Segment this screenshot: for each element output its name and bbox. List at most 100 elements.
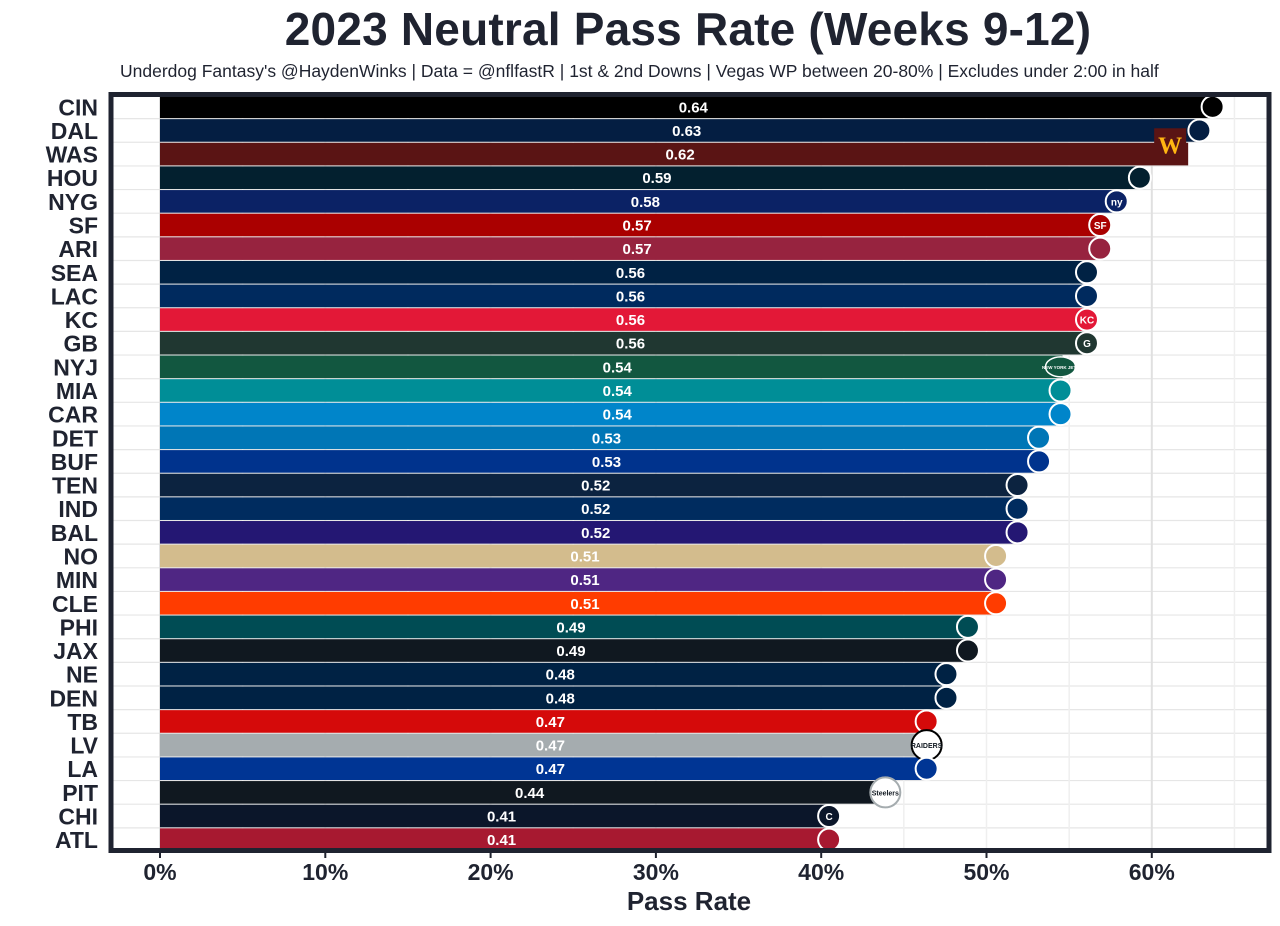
x-axis-title: Pass Rate bbox=[627, 886, 751, 916]
titans-logo bbox=[1005, 473, 1030, 498]
data-label-ind: 0.52 bbox=[581, 501, 610, 518]
bar-nyj bbox=[160, 355, 1063, 379]
data-label-min: 0.51 bbox=[570, 572, 599, 589]
rams-logo bbox=[914, 756, 939, 781]
bears-logo: C bbox=[817, 804, 842, 829]
category-label-sea: SEA bbox=[51, 260, 98, 286]
data-label-cin: 0.64 bbox=[679, 99, 709, 116]
bar-lac bbox=[160, 284, 1089, 308]
category-label-tb: TB bbox=[67, 709, 98, 735]
cowboys-logo bbox=[1187, 118, 1212, 143]
data-label-car: 0.54 bbox=[603, 407, 633, 424]
category-label-kc: KC bbox=[65, 307, 98, 333]
eagles-logo bbox=[955, 614, 980, 639]
steelers-logo: Steelers bbox=[869, 776, 902, 809]
packers-logo: G bbox=[1074, 331, 1099, 356]
chart-subtitle: Underdog Fantasy's @HaydenWinks | Data =… bbox=[120, 61, 1159, 81]
category-label-ind: IND bbox=[58, 496, 98, 522]
bar-hou bbox=[160, 166, 1142, 190]
saints-logo bbox=[984, 543, 1009, 568]
raiders-logo: RAIDERS bbox=[910, 729, 943, 762]
x-tick-label: 30% bbox=[633, 859, 679, 885]
data-label-det: 0.53 bbox=[592, 430, 621, 447]
data-label-gb: 0.56 bbox=[616, 336, 645, 353]
patriots-logo bbox=[934, 662, 959, 687]
bar-den bbox=[160, 686, 949, 710]
data-label-nyg: 0.58 bbox=[631, 194, 660, 211]
data-label-hou: 0.59 bbox=[642, 170, 671, 187]
category-label-det: DET bbox=[52, 425, 98, 451]
bars-layer: 0.64 0.63 0.62 0.59 0.58 0.57 0.57 0.56 0.56 0.56… bbox=[160, 95, 1215, 851]
bar-sf bbox=[160, 213, 1103, 237]
data-label-chi: 0.41 bbox=[487, 809, 516, 826]
bar-mia bbox=[160, 379, 1063, 402]
data-label-jax: 0.49 bbox=[556, 643, 585, 660]
svg-text:Steelers: Steelers bbox=[872, 790, 899, 797]
data-label-lac: 0.56 bbox=[616, 288, 645, 305]
bar-atl bbox=[160, 828, 832, 851]
category-label-cin: CIN bbox=[58, 94, 98, 120]
bar-phi bbox=[160, 615, 970, 639]
category-label-lac: LAC bbox=[51, 283, 98, 309]
category-label-sf: SF bbox=[69, 213, 98, 239]
broncos-logo bbox=[934, 685, 959, 710]
bar-sea bbox=[160, 260, 1089, 284]
bar-ind bbox=[160, 497, 1020, 520]
category-label-lv: LV bbox=[70, 733, 98, 759]
ravens-logo bbox=[1005, 520, 1030, 545]
category-label-bal: BAL bbox=[51, 520, 98, 546]
bar-det bbox=[160, 426, 1042, 450]
x-tick-label: 10% bbox=[302, 859, 348, 885]
bar-car bbox=[160, 402, 1063, 426]
data-label-sf: 0.57 bbox=[623, 218, 652, 235]
category-label-dal: DAL bbox=[51, 118, 98, 144]
data-label-la: 0.47 bbox=[536, 761, 565, 778]
jets-logo: NEW YORK JETS bbox=[1042, 356, 1079, 378]
bar-lv bbox=[160, 733, 929, 757]
bar-jax bbox=[160, 639, 970, 662]
category-label-gb: GB bbox=[64, 331, 99, 357]
svg-text:W: W bbox=[1158, 133, 1182, 159]
bar-tb bbox=[160, 710, 929, 733]
x-tick-label: 0% bbox=[143, 859, 176, 885]
category-label-min: MIN bbox=[56, 567, 98, 593]
bar-cle bbox=[160, 591, 999, 615]
category-label-pit: PIT bbox=[62, 780, 98, 806]
browns-logo bbox=[984, 591, 1009, 616]
bar-kc bbox=[160, 308, 1089, 331]
category-label-ne: NE bbox=[66, 662, 98, 688]
svg-text:ny: ny bbox=[1111, 197, 1123, 208]
colts-logo bbox=[1005, 496, 1030, 521]
data-label-cle: 0.51 bbox=[570, 596, 599, 613]
category-label-ari: ARI bbox=[58, 236, 98, 262]
category-label-chi: CHI bbox=[58, 804, 98, 830]
bills-logo bbox=[1027, 449, 1052, 474]
bar-buf bbox=[160, 450, 1042, 473]
bar-chi bbox=[160, 804, 832, 828]
jaguars-logo bbox=[955, 638, 980, 663]
data-label-pit: 0.44 bbox=[515, 785, 545, 802]
data-label-was: 0.62 bbox=[665, 147, 694, 164]
bar-no bbox=[160, 544, 999, 568]
panel-border bbox=[108, 92, 1272, 853]
x-axis: 0% 10% 20% 30% 40% 50% 60% bbox=[143, 851, 1175, 885]
bar-ari bbox=[160, 237, 1103, 260]
data-label-buf: 0.53 bbox=[592, 454, 621, 471]
logo-layer: Wny SF KC G NEW YORK JETS RAIDERS Steelers C bbox=[817, 94, 1225, 852]
category-label-no: NO bbox=[64, 543, 99, 569]
bar-gb bbox=[160, 331, 1089, 355]
category-label-nyg: NYG bbox=[48, 189, 98, 215]
data-label-atl: 0.41 bbox=[487, 832, 516, 849]
texans-logo bbox=[1127, 165, 1152, 190]
data-label-sea: 0.56 bbox=[616, 265, 645, 282]
category-label-cle: CLE bbox=[52, 591, 98, 617]
svg-text:RAIDERS: RAIDERS bbox=[911, 743, 943, 750]
svg-text:NEW YORK JETS: NEW YORK JETS bbox=[1042, 365, 1079, 370]
bar-nyg bbox=[160, 190, 1119, 213]
svg-text:C: C bbox=[826, 812, 833, 823]
panthers-logo bbox=[1048, 402, 1073, 427]
data-label-den: 0.48 bbox=[546, 690, 575, 707]
chargers-logo bbox=[1074, 283, 1099, 308]
category-label-was: WAS bbox=[46, 142, 98, 168]
